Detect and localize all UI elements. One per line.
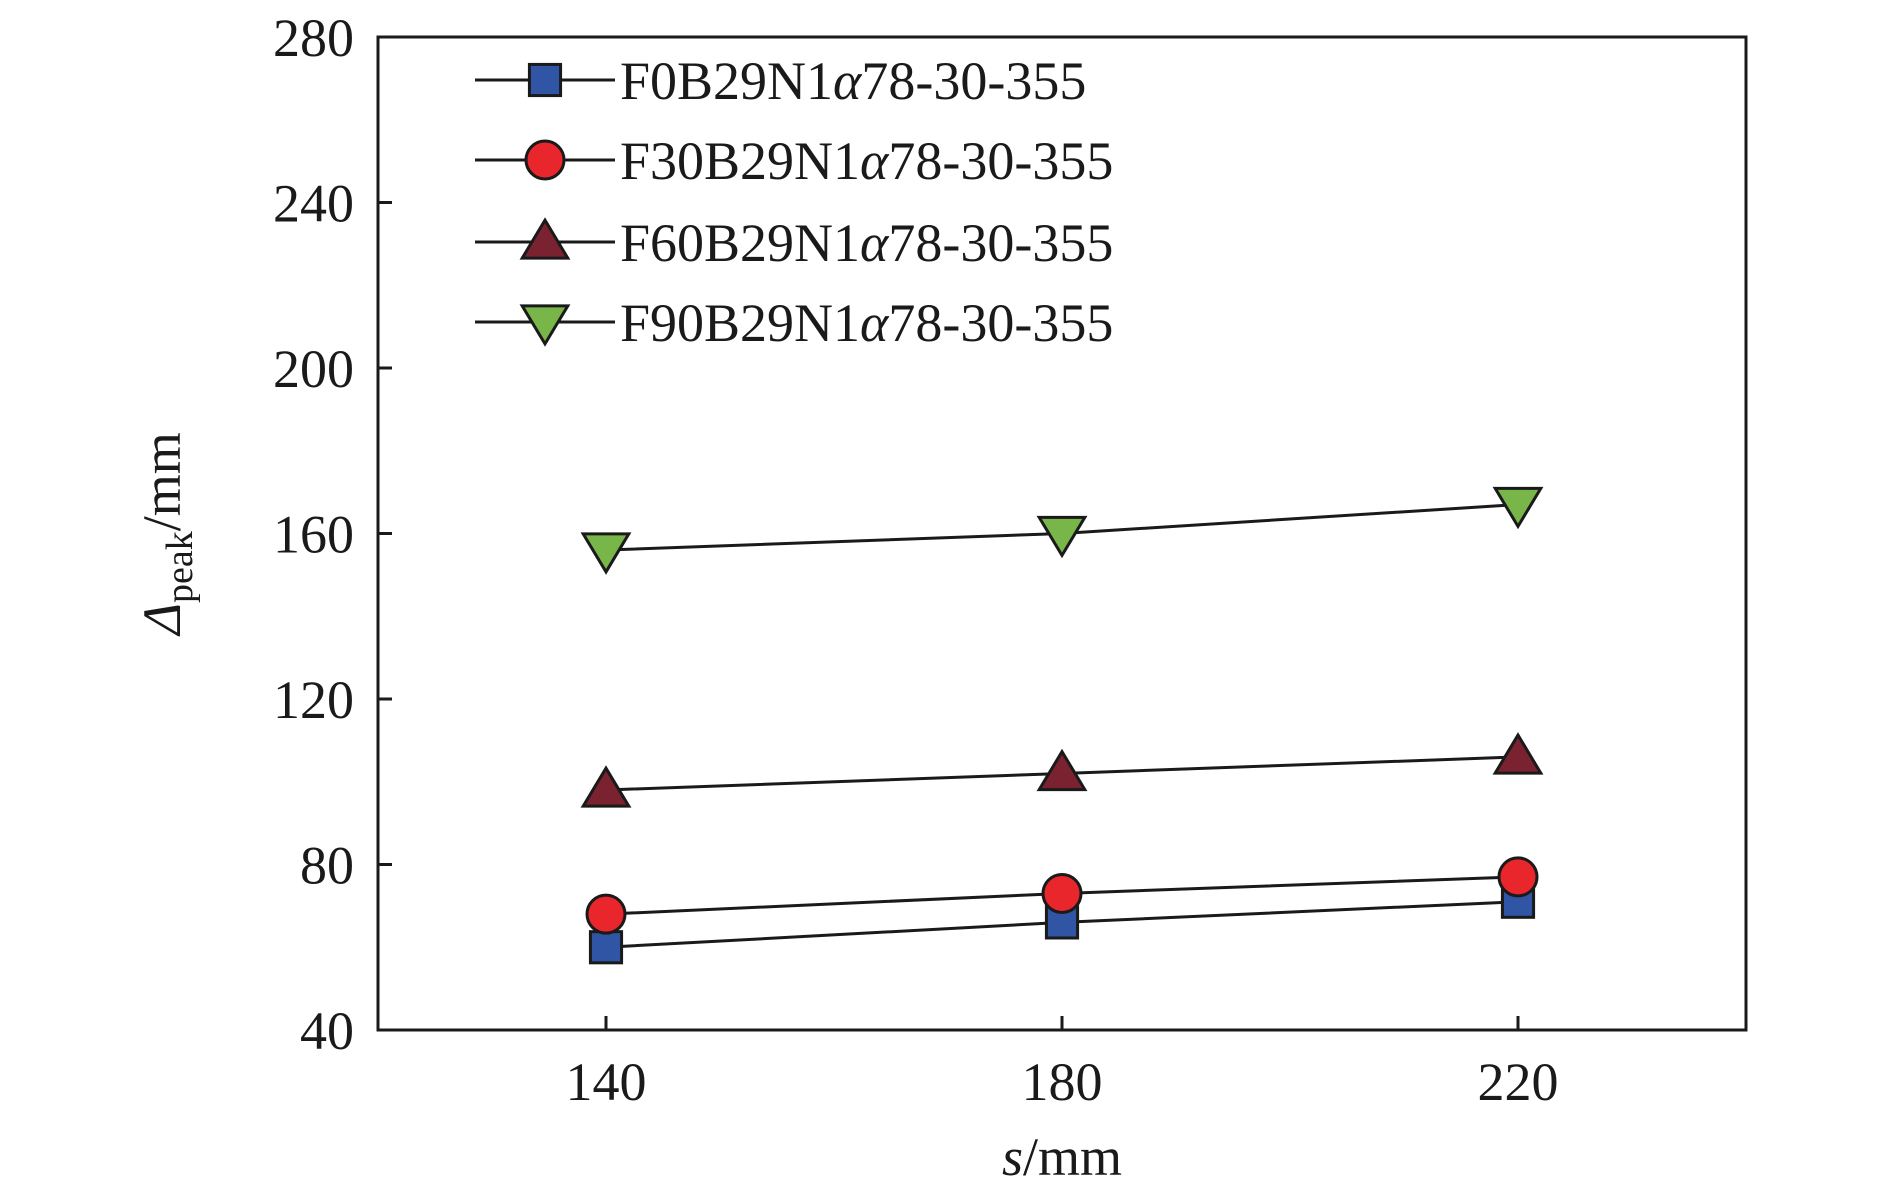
marker-square [527,62,563,98]
y-tick-label: 280 [273,8,354,68]
marker-triangle-down [1036,515,1088,559]
marker-triangle-up [519,217,571,260]
legend-item: F60B29N1α78-30-355 [475,213,1113,273]
legend-item: F0B29N1α78-30-355 [475,51,1086,111]
marker-circle [1041,872,1083,914]
marker-circle [524,139,566,181]
axis-tick-labels: 140 180 220 40 80 120 160 200 240 280 [273,8,1559,1112]
marker-triangle-up [1036,748,1088,792]
legend-label: F60B29N1α78-30-355 [620,213,1113,273]
y-tick-label: 160 [273,505,354,565]
legend-item: F30B29N1α78-30-355 [475,131,1113,191]
y-axis-title: Δpeak/mm [132,432,201,636]
x-axis-title: s/mm [1002,1127,1122,1187]
y-tick-label: 80 [300,836,354,896]
x-tick-label: 180 [1022,1052,1103,1112]
marker-circle [1497,856,1539,898]
y-tick-label: 120 [273,670,354,730]
legend-label: F90B29N1α78-30-355 [620,293,1113,353]
y-axis-unit: /mm [132,432,192,531]
x-tick-label: 220 [1478,1052,1559,1112]
y-tick-label: 200 [273,339,354,399]
x-axis-unit: /mm [1023,1127,1122,1187]
marker-triangle-up [580,765,632,808]
legend-label: F30B29N1α78-30-355 [620,131,1113,191]
y-axis-subscript: peak [159,531,201,603]
y-tick-label: 40 [300,1001,354,1061]
y-axis-variable: Δ [132,603,192,637]
marker-square [588,930,624,965]
marker-triangle-down [519,304,571,347]
marker-circle [585,893,627,935]
legend: F0B29N1α78-30-355 F30B29N1α78-30-355 F60B2… [475,51,1113,353]
marker-triangle-up [1492,732,1544,775]
axis-ticks [378,201,1520,1030]
x-tick-label: 140 [566,1052,647,1112]
x-axis-variable: s [1002,1127,1023,1187]
marker-triangle-down [580,532,632,575]
marker-triangle-down [1492,486,1544,530]
y-tick-label: 240 [273,174,354,234]
legend-label: F0B29N1α78-30-355 [620,51,1086,111]
legend-item: F90B29N1α78-30-355 [475,293,1113,353]
series-markers [580,486,1544,965]
